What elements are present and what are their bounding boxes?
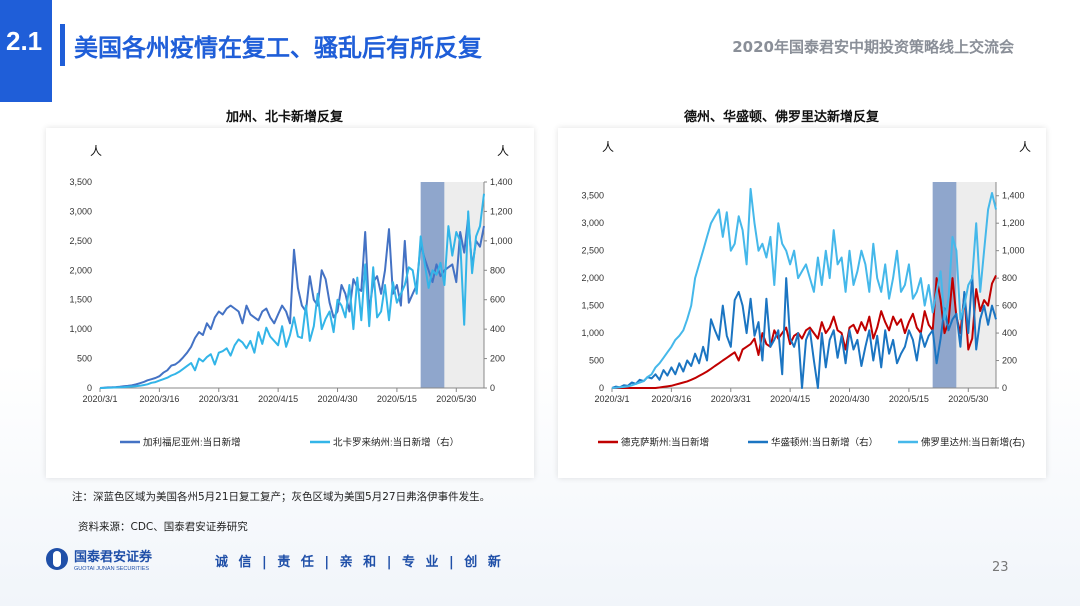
unit-right-left: 人 xyxy=(602,140,615,154)
y-tick-label-left: 2,000 xyxy=(581,273,604,283)
section-number: 2.1 xyxy=(6,26,43,56)
y-tick-label-left: 3,500 xyxy=(581,191,604,201)
page-title: 美国各州疫情在复工、骚乱后有所反复 xyxy=(74,34,482,62)
x-tick-label: 2020/3/1 xyxy=(594,394,629,404)
x-tick-label: 2020/5/30 xyxy=(948,394,988,404)
y-tick-label-right: 0 xyxy=(490,383,495,393)
section-badge: 2.1 xyxy=(0,0,52,102)
y-tick-label-right: 1,400 xyxy=(490,177,513,187)
page-number: 23 xyxy=(992,560,1009,575)
x-tick-label: 2020/4/30 xyxy=(318,394,358,404)
company-name-en: GUOTAI JUNAN SECURITIES xyxy=(74,566,149,572)
y-tick-label-left: 2,500 xyxy=(69,236,92,246)
chart-title-left: 加州、北卡新增反复 xyxy=(226,110,344,125)
y-tick-label-left: 2,500 xyxy=(581,246,604,256)
shaded-region-1 xyxy=(956,182,996,388)
chart-title-right: 德州、华盛顿、佛罗里达新增反复 xyxy=(684,110,880,125)
legend-label-0: 德克萨斯州:当日新增 xyxy=(621,437,709,449)
legend-label-1: 北卡罗来纳州:当日新增（右） xyxy=(333,437,459,449)
series-line-0 xyxy=(612,274,997,389)
x-tick-label: 2020/3/16 xyxy=(651,394,691,404)
y-tick-label-right: 1,200 xyxy=(490,206,513,216)
x-tick-label: 2020/3/31 xyxy=(199,394,239,404)
x-tick-label: 2020/5/15 xyxy=(377,394,417,404)
y-tick-label-right: 400 xyxy=(1002,328,1017,338)
unit-right-right: 人 xyxy=(1019,140,1032,154)
x-tick-label: 2020/4/15 xyxy=(770,394,810,404)
y-tick-label-left: 0 xyxy=(87,383,92,393)
x-tick-label: 2020/4/15 xyxy=(258,394,298,404)
legend-label-1: 华盛顿州:当日新增（右） xyxy=(771,437,878,449)
y-tick-label-right: 400 xyxy=(490,324,505,334)
y-tick-label-right: 800 xyxy=(1002,273,1017,283)
x-tick-label: 2020/4/30 xyxy=(830,394,870,404)
y-tick-label-right: 200 xyxy=(1002,356,1017,366)
y-tick-label-right: 1,000 xyxy=(490,236,513,246)
y-tick-label-right: 0 xyxy=(1002,383,1007,393)
x-tick-label: 2020/3/16 xyxy=(139,394,179,404)
y-tick-label-left: 3,500 xyxy=(69,177,92,187)
shaded-region-1 xyxy=(444,182,484,388)
y-tick-label-left: 1,000 xyxy=(581,328,604,338)
legend-label-0: 加利福尼亚州:当日新增 xyxy=(143,437,241,449)
unit-left-left: 人 xyxy=(90,144,103,158)
x-tick-label: 2020/3/31 xyxy=(711,394,751,404)
y-tick-label-right: 600 xyxy=(490,295,505,305)
series-line-1 xyxy=(611,274,997,389)
y-tick-label-left: 2,000 xyxy=(69,265,92,275)
y-tick-label-left: 500 xyxy=(77,354,92,364)
chart-left: 0 500 1,000 1,500 2,000 2,500 3,000 3,500 0 200 40… xyxy=(69,177,513,449)
y-tick-label-left: 3,000 xyxy=(581,218,604,228)
chart-note: 注：深蓝色区域为美国各州5月21日复工复产；灰色区域为美国5月27日弗洛伊事件发… xyxy=(72,491,491,503)
shaded-region-0 xyxy=(932,182,957,388)
y-tick-label-right: 1,000 xyxy=(1002,246,1025,256)
y-tick-label-right: 1,200 xyxy=(1002,218,1025,228)
series-line-1 xyxy=(99,193,485,389)
y-tick-label-left: 1,500 xyxy=(69,295,92,305)
y-tick-label-left: 0 xyxy=(599,383,604,393)
y-tick-label-right: 600 xyxy=(1002,301,1017,311)
y-tick-label-right: 200 xyxy=(490,354,505,364)
y-tick-label-left: 500 xyxy=(589,356,604,366)
company-logo: 国泰君安证券 GUOTAI JUNAN SECURITIES xyxy=(44,546,194,572)
event-title: 2020年国泰君安中期投资策略线上交流会 xyxy=(732,38,1014,56)
x-tick-label: 2020/5/15 xyxy=(889,394,929,404)
company-name-cn: 国泰君安证券 xyxy=(74,549,153,564)
x-tick-label: 2020/5/30 xyxy=(436,394,476,404)
y-tick-label-right: 1,400 xyxy=(1002,191,1025,201)
y-tick-label-left: 1,000 xyxy=(69,324,92,334)
title-accent-bar xyxy=(60,24,65,66)
y-tick-label-left: 3,000 xyxy=(69,206,92,216)
x-tick-label: 2020/3/1 xyxy=(82,394,117,404)
series-line-2 xyxy=(611,187,997,389)
y-tick-label-left: 1,500 xyxy=(581,301,604,311)
shaded-region-0 xyxy=(420,182,445,388)
data-source: 资料来源：CDC、国泰君安证券研究 xyxy=(78,521,248,533)
unit-left-right: 人 xyxy=(497,144,510,158)
slogan: 诚 信 | 责 任 | 亲 和 | 专 业 | 创 新 xyxy=(215,555,504,570)
chart-right: 0 500 1,000 1,500 2,000 2,500 3,000 3,500 0 200 40… xyxy=(581,182,1025,449)
legend-label-2: 佛罗里达州:当日新增(右) xyxy=(921,437,1025,449)
y-tick-label-right: 800 xyxy=(490,265,505,275)
